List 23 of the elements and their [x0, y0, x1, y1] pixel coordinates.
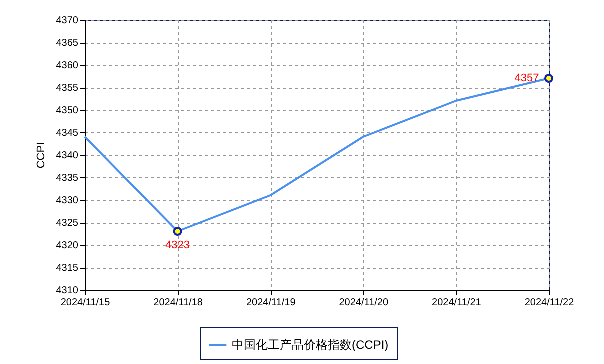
y-tick-label: 4335 — [56, 173, 79, 184]
data-label: 4357 — [514, 72, 540, 84]
x-tick-label: 2024/11/20 — [339, 298, 389, 308]
x-tick-label: 2024/11/22 — [524, 298, 575, 308]
data-label: 4323 — [166, 240, 190, 252]
y-tick-label: 4315 — [56, 263, 79, 274]
y-tick-label: 4325 — [56, 218, 79, 229]
y-tick-label: 4350 — [56, 106, 79, 116]
y-tick-label: 4370 — [56, 16, 79, 26]
y-tick-label: 4345 — [56, 128, 79, 139]
y-tick-label: 4310 — [56, 286, 79, 296]
x-tick-label: 2024/11/15 — [60, 298, 111, 308]
y-axis-title: CCPI — [35, 142, 48, 169]
y-tick-label: 4320 — [56, 240, 79, 252]
y-tick-label: 4355 — [56, 83, 79, 94]
legend-label: 中国化工产品价格指数(CCPI) — [232, 338, 389, 352]
x-tick-label: 2024/11/19 — [246, 298, 296, 308]
y-tick-label: 4330 — [56, 196, 79, 206]
y-tick-label: 4360 — [56, 60, 79, 72]
y-tick-label: 4365 — [56, 38, 79, 49]
y-tick-label: 4340 — [56, 150, 79, 162]
x-tick-label: 2024/11/18 — [154, 298, 204, 308]
x-tick-label: 2024/11/21 — [432, 298, 482, 308]
